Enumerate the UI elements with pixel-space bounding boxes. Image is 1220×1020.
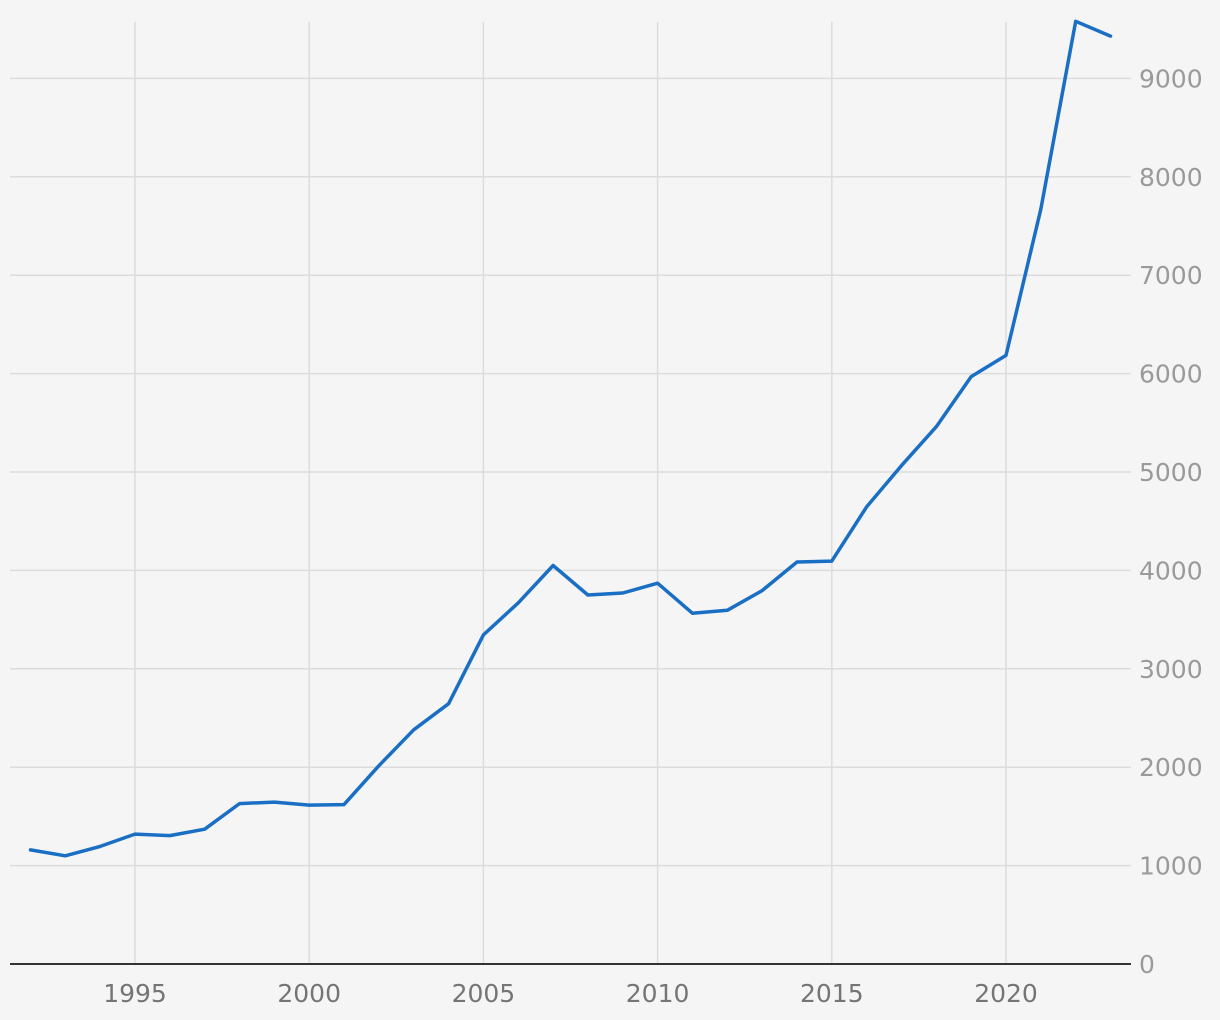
x-tick-label: 2010	[626, 979, 690, 1008]
y-tick-label: 1000	[1139, 852, 1203, 881]
x-axis-tick-labels: 1995 2000 2005 2010 2015 2020	[103, 979, 1038, 1008]
y-tick-label: 5000	[1139, 458, 1203, 487]
vertical-gridlines	[134, 22, 1007, 964]
y-tick-label: 4000	[1139, 556, 1203, 585]
x-tick-label: 2005	[452, 979, 516, 1008]
y-tick-label: 9000	[1139, 64, 1203, 93]
series-line	[28, 19, 1113, 858]
y-tick-label: 3000	[1139, 655, 1203, 684]
x-tick-label: 2015	[800, 979, 864, 1008]
x-tick-label: 2000	[277, 979, 341, 1008]
y-tick-label: 7000	[1139, 261, 1203, 290]
y-tick-label: 2000	[1139, 753, 1203, 782]
x-tick-label: 2020	[974, 979, 1038, 1008]
y-tick-label: 8000	[1139, 163, 1203, 192]
y-tick-label: 6000	[1139, 360, 1203, 389]
x-tick-label: 1995	[103, 979, 167, 1008]
y-axis-tick-labels: 0 1000 2000 3000 4000 5000 6000 7000 8000 9000	[1139, 64, 1203, 979]
y-tick-label: 0	[1139, 950, 1155, 979]
horizontal-gridlines	[10, 77, 1131, 867]
series-layer	[28, 19, 1113, 858]
